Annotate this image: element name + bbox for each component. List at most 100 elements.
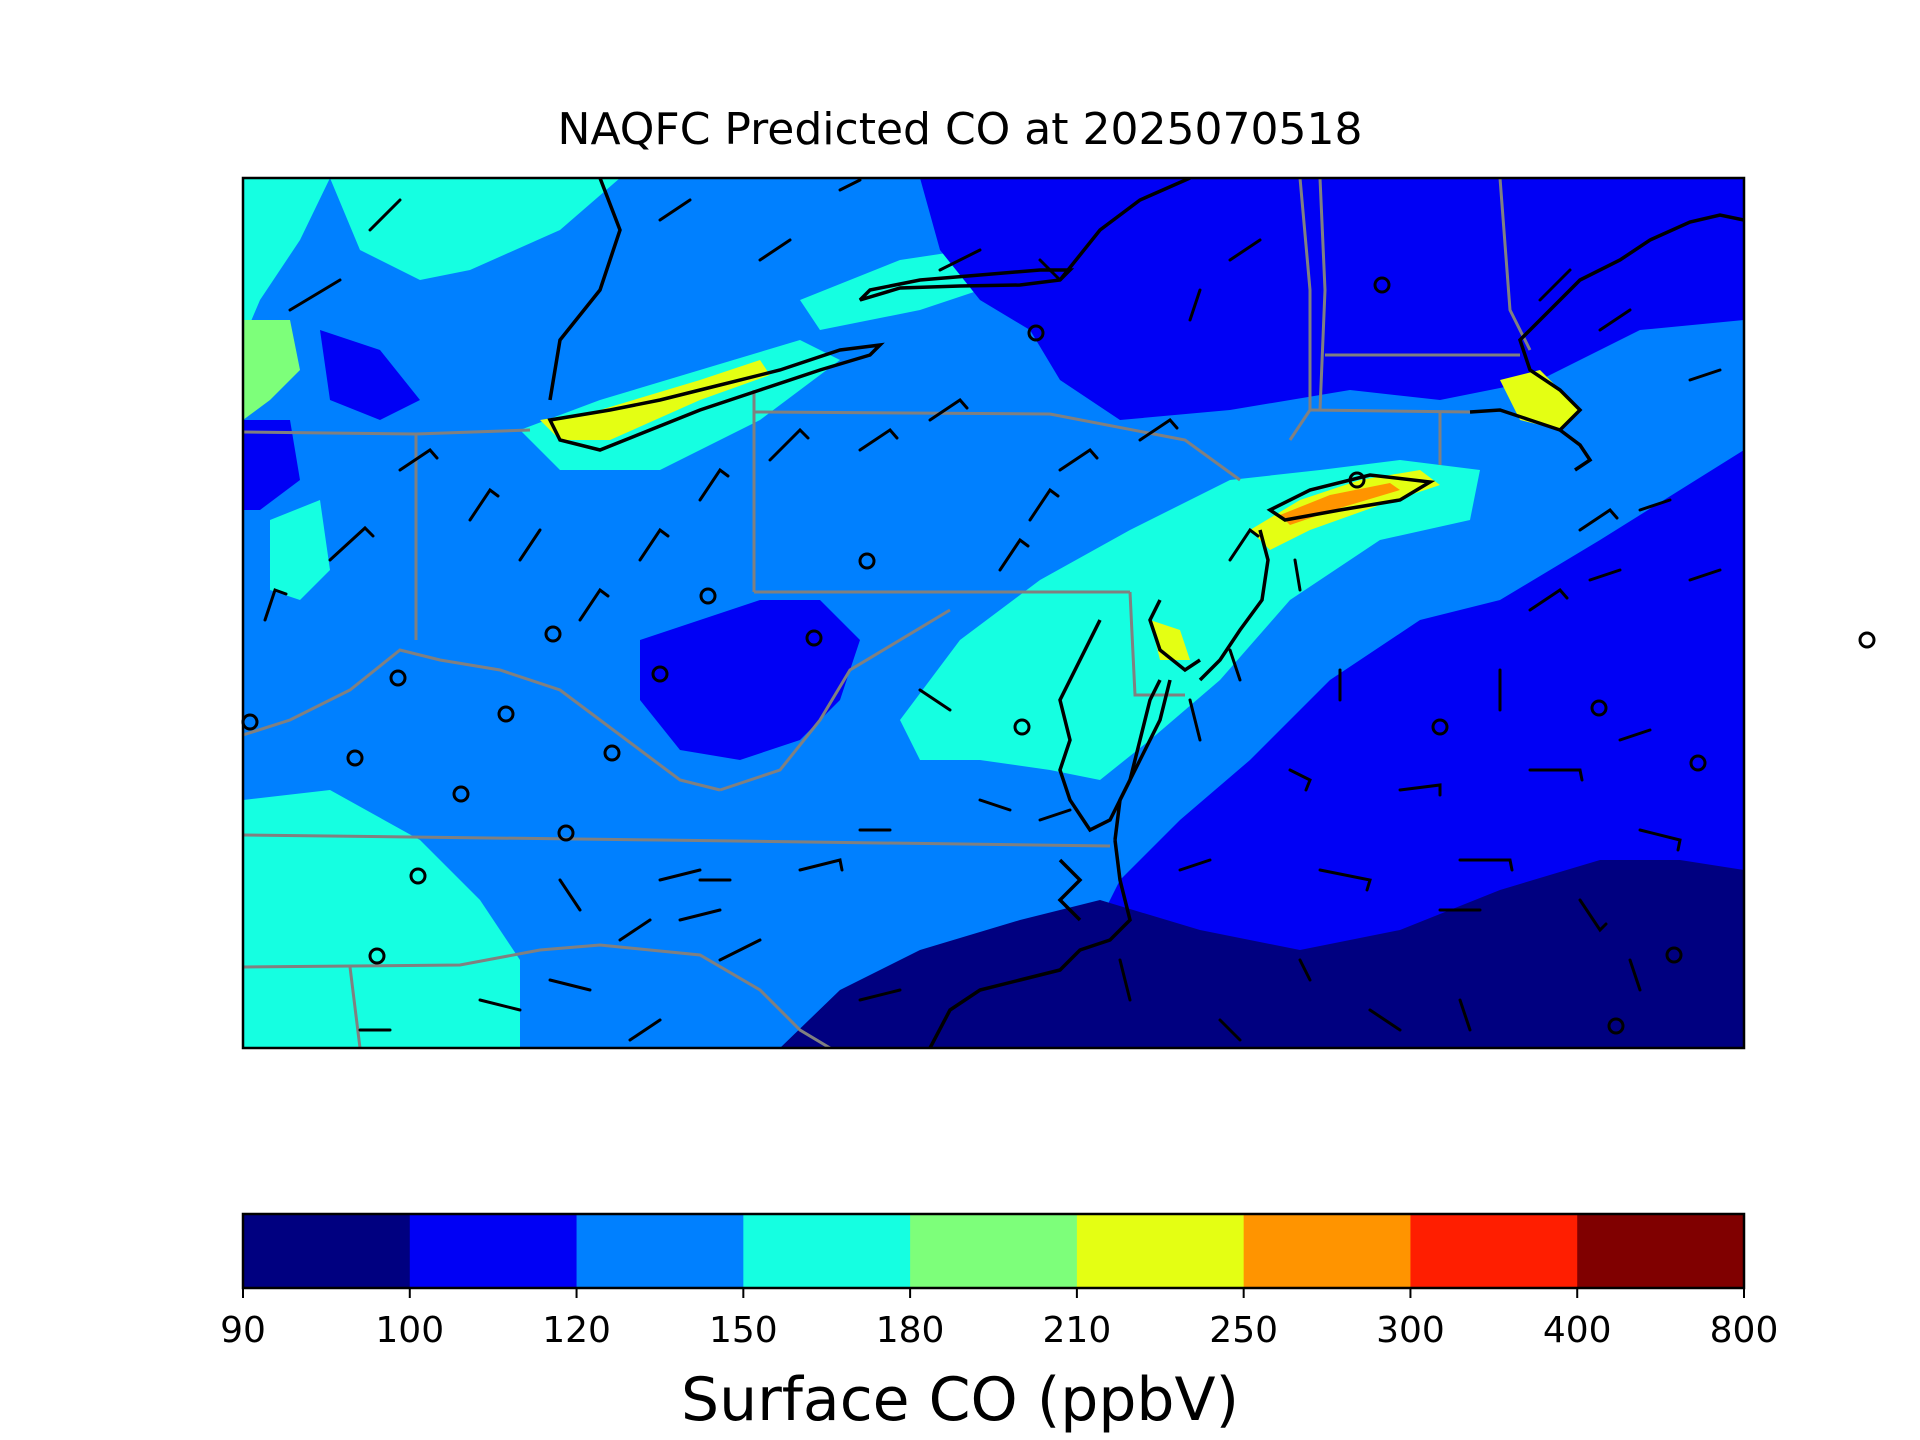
co-field xyxy=(243,178,1744,1048)
colorbar-swatch xyxy=(243,1214,411,1288)
colorbar-swatch xyxy=(576,1214,744,1288)
calm-marker xyxy=(1665,946,1683,964)
wind-barb xyxy=(1188,288,1202,322)
wind-barb xyxy=(1538,268,1572,302)
wind-barb xyxy=(328,525,375,562)
wind-barb xyxy=(658,868,702,882)
calm-marker xyxy=(1858,631,1876,649)
wind-barb xyxy=(1188,698,1202,742)
border-ohio-river xyxy=(243,648,721,792)
colorbar-tick-label: 150 xyxy=(708,1310,778,1351)
calm-marker xyxy=(858,552,876,570)
colorbar-tick-label: 100 xyxy=(375,1310,445,1351)
colorbar-tick-label: 400 xyxy=(1542,1310,1612,1351)
wind-barb xyxy=(1688,368,1722,382)
wind-barb xyxy=(678,908,722,922)
wind-barb xyxy=(1578,898,1608,933)
calm-marker xyxy=(805,629,823,647)
wind-barb xyxy=(718,938,762,962)
calm-marker xyxy=(1027,324,1045,342)
border-tn-nc xyxy=(243,943,831,1048)
wind-barb xyxy=(1528,588,1569,612)
wind-barb xyxy=(628,1018,662,1042)
wind-barb xyxy=(1588,568,1622,582)
va-coast xyxy=(1113,679,1172,841)
delaware-bay xyxy=(1148,599,1201,673)
colorbar-tick-label: 120 xyxy=(542,1310,611,1351)
field-cyan-west xyxy=(243,790,520,1048)
wind-barb xyxy=(478,998,522,1012)
wind-barb xyxy=(838,178,862,192)
calm-marker xyxy=(1689,754,1707,772)
border-md-de xyxy=(1128,591,1185,697)
colorbar-tick-label: 210 xyxy=(1042,1310,1112,1351)
wind-barb xyxy=(998,537,1030,572)
wind-barb xyxy=(548,978,592,992)
wind-barb xyxy=(1228,648,1242,682)
wind-barb xyxy=(1178,858,1212,872)
wind-barb xyxy=(638,527,670,562)
field-blue-wv xyxy=(640,600,860,760)
calm-marker xyxy=(557,824,575,842)
calm-marker xyxy=(1373,276,1391,294)
wind-barb xyxy=(558,878,582,912)
wind-barb xyxy=(1628,958,1642,992)
state-borders xyxy=(243,178,1532,1048)
wind-barb xyxy=(978,798,1012,812)
calm-marker xyxy=(452,785,470,803)
field-plume-sw xyxy=(243,320,300,420)
wind-barb xyxy=(1318,868,1372,892)
wind-barb xyxy=(938,248,982,272)
wind-barb xyxy=(398,448,439,472)
wind-barb xyxy=(1368,1008,1402,1032)
colorbar-swatch xyxy=(1410,1214,1578,1288)
wind-barb xyxy=(758,238,792,262)
wind-barb xyxy=(1038,808,1072,822)
cape-cod xyxy=(1558,428,1593,472)
border-wv xyxy=(719,608,951,792)
field-cyan-nw xyxy=(243,178,330,340)
colorbar-swatch xyxy=(743,1214,911,1288)
wind-barb xyxy=(1638,828,1682,852)
border-ma-south xyxy=(1309,408,1471,414)
calm-marker xyxy=(409,867,427,885)
border-pa-north xyxy=(753,410,1241,482)
wind-barb xyxy=(1138,418,1179,442)
wind-barb xyxy=(698,467,730,502)
field-blue-ne xyxy=(920,178,1744,420)
calm-marker xyxy=(544,625,562,643)
field-cyan-corridor xyxy=(900,460,1480,780)
colorbar-tick-label: 800 xyxy=(1709,1310,1779,1351)
wind-barb xyxy=(858,988,902,1002)
calm-marker xyxy=(346,749,364,767)
wind-barb xyxy=(368,198,402,232)
wind-barb xyxy=(1218,1018,1242,1042)
calm-marker xyxy=(651,665,669,683)
calm-marker xyxy=(389,669,407,687)
calm-markers xyxy=(241,276,1876,1035)
colorbar-swatch xyxy=(910,1214,1078,1288)
wind-barb xyxy=(1598,308,1632,332)
wind-barb xyxy=(1293,558,1302,592)
border-ky-tn xyxy=(348,966,362,1048)
wind-barb xyxy=(1398,783,1442,797)
nj-coast xyxy=(1198,529,1270,682)
wind-barb xyxy=(1298,958,1312,982)
ne-coast xyxy=(1469,213,1744,433)
wind-barb xyxy=(798,858,844,872)
wind-barb xyxy=(858,428,899,452)
colorbar-swatch xyxy=(409,1214,578,1288)
field-cyan-sw-patch xyxy=(270,500,330,600)
wind-barb xyxy=(1458,858,1514,872)
wind-barb xyxy=(1458,998,1472,1032)
pamlico xyxy=(1057,858,1083,922)
border-va-nc xyxy=(243,833,1111,848)
field-cyan-north xyxy=(330,178,620,280)
wind-barb xyxy=(1038,258,1062,282)
lake-erie xyxy=(547,342,885,452)
colorbar xyxy=(241,1212,1746,1298)
coastlines xyxy=(547,178,1744,1048)
wind-barb xyxy=(1228,527,1260,562)
map-frame xyxy=(241,176,1746,1050)
